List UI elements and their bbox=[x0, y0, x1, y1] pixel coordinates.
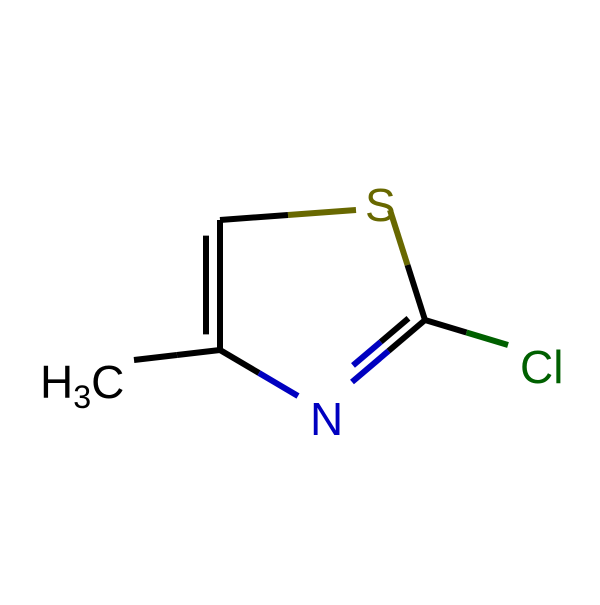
atom-Cl: Cl bbox=[520, 340, 563, 394]
atom-N: N bbox=[310, 392, 343, 446]
atom-S: S bbox=[365, 178, 396, 232]
molecule-diagram: S N Cl H3C bbox=[0, 0, 600, 600]
atom-CH3: H3C bbox=[40, 355, 124, 416]
molecule-svg bbox=[0, 0, 600, 600]
